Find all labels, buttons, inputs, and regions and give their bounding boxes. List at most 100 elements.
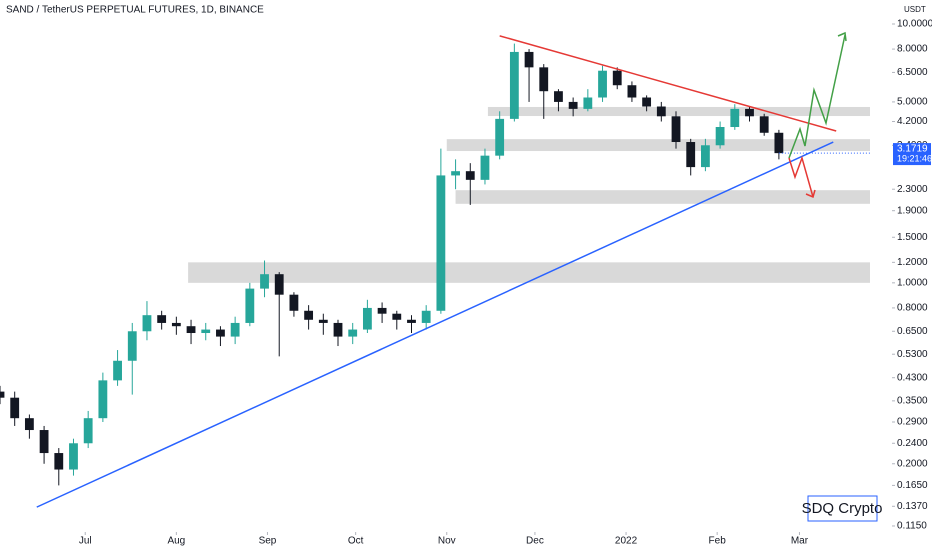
price-zone xyxy=(188,262,871,283)
candle-body xyxy=(260,274,269,289)
y-tick-label: 4.2000 xyxy=(897,116,928,127)
x-tick-label: Sep xyxy=(259,536,277,547)
price-zone xyxy=(455,190,870,204)
x-tick-label: Feb xyxy=(709,536,727,547)
candle-body xyxy=(686,142,696,168)
y-tick-label: 6.5000 xyxy=(897,67,928,78)
candle-body xyxy=(318,319,328,323)
y-tick-label: 1.0000 xyxy=(897,277,928,288)
candle-body xyxy=(142,315,152,332)
watermark-box xyxy=(807,495,878,522)
candle-body xyxy=(304,310,314,320)
candle-body xyxy=(348,329,358,337)
y-tick-label: 0.6500 xyxy=(897,326,928,337)
x-tick-label: Oct xyxy=(348,536,364,547)
candle-body xyxy=(745,108,754,117)
y-tick-label: 1.2000 xyxy=(897,257,928,268)
candle-body xyxy=(289,294,299,311)
candle-body xyxy=(230,322,240,337)
candle-body xyxy=(186,326,196,334)
x-tick-label: Dec xyxy=(526,536,544,547)
y-tick-label: 10.0000 xyxy=(897,19,932,30)
candle-body xyxy=(201,329,211,334)
unit-label: USDT xyxy=(904,5,926,14)
candle-body xyxy=(98,380,108,419)
candle-body xyxy=(362,307,372,330)
candle-body xyxy=(627,85,637,98)
watermark: SDQ Crypto xyxy=(802,500,883,517)
candle-body xyxy=(127,331,137,361)
price-axis: 10.00008.00006.50005.00004.20003.40002.3… xyxy=(79,19,932,547)
y-tick-label: 2.3000 xyxy=(897,184,928,195)
y-tick-label: 1.5000 xyxy=(897,232,928,243)
candle-body xyxy=(69,443,78,470)
projection-down xyxy=(788,155,814,198)
candle-body xyxy=(333,322,343,337)
candle-body xyxy=(774,132,784,154)
plot-area xyxy=(0,35,871,508)
last-price-box xyxy=(893,143,931,166)
candle-body xyxy=(495,118,505,156)
y-tick-label: 0.5300 xyxy=(897,349,928,360)
candle-body xyxy=(216,329,225,337)
candle-body xyxy=(524,51,534,68)
candle-body xyxy=(568,101,578,109)
candle-body xyxy=(392,313,402,320)
x-tick-label: Aug xyxy=(167,536,185,547)
candle-body xyxy=(377,307,387,314)
arrow-head-up xyxy=(837,31,847,42)
arrow-head-down xyxy=(805,189,816,199)
candle-body xyxy=(24,418,34,431)
y-tick-label: 0.8000 xyxy=(897,303,928,314)
candle-body xyxy=(245,288,255,323)
candle-body xyxy=(612,70,622,86)
x-tick-label: 2022 xyxy=(615,536,638,547)
candle-body xyxy=(715,127,725,146)
y-tick-label: 5.0000 xyxy=(897,97,928,108)
y-tick-label: 1.9000 xyxy=(897,205,928,216)
trendline xyxy=(499,35,837,132)
candle-body xyxy=(583,97,593,109)
y-tick-label: 0.3500 xyxy=(897,395,928,406)
y-tick-label: 0.4300 xyxy=(897,372,928,383)
candle-body xyxy=(274,274,284,295)
last-price: 3.1719 xyxy=(897,144,928,155)
countdown: 19:21:46 xyxy=(897,153,932,163)
candle-body xyxy=(157,315,167,323)
projection-up xyxy=(788,34,846,159)
candle-body xyxy=(730,108,740,128)
candle-body xyxy=(39,430,49,454)
candle-body xyxy=(83,418,93,444)
candle-body xyxy=(539,67,549,92)
x-tick-label: Jul xyxy=(79,536,92,547)
candle-body xyxy=(554,91,563,102)
y-tick-label: 0.2900 xyxy=(897,417,928,428)
y-tick-label: 0.2000 xyxy=(897,458,928,469)
candle-body xyxy=(407,319,416,323)
candle-body xyxy=(480,155,490,180)
candle-body xyxy=(436,175,446,311)
candle-body xyxy=(171,322,181,327)
y-tick-label: 0.2400 xyxy=(897,438,928,449)
candle-body xyxy=(451,171,460,176)
candle-body xyxy=(759,116,769,133)
price-zone xyxy=(487,106,870,117)
price-zone xyxy=(446,139,870,152)
y-tick-label: 8.0000 xyxy=(897,44,928,55)
candle-body xyxy=(421,310,431,323)
candle-body xyxy=(465,171,475,180)
candle-body xyxy=(671,116,681,143)
candle-body xyxy=(10,397,20,419)
trendline xyxy=(36,141,834,508)
x-tick-label: Mar xyxy=(791,536,809,547)
chart-title: SAND / TetherUS PERPETUAL FUTURES, 1D, B… xyxy=(6,5,264,16)
y-tick-label: 0.1150 xyxy=(897,521,927,532)
candle-body xyxy=(0,391,5,398)
x-tick-label: Nov xyxy=(438,536,456,547)
candle-body xyxy=(598,70,607,98)
candle-body xyxy=(509,51,519,119)
candle-body xyxy=(642,97,652,107)
y-tick-label: 0.1370 xyxy=(897,501,928,512)
candle-body xyxy=(54,453,64,470)
